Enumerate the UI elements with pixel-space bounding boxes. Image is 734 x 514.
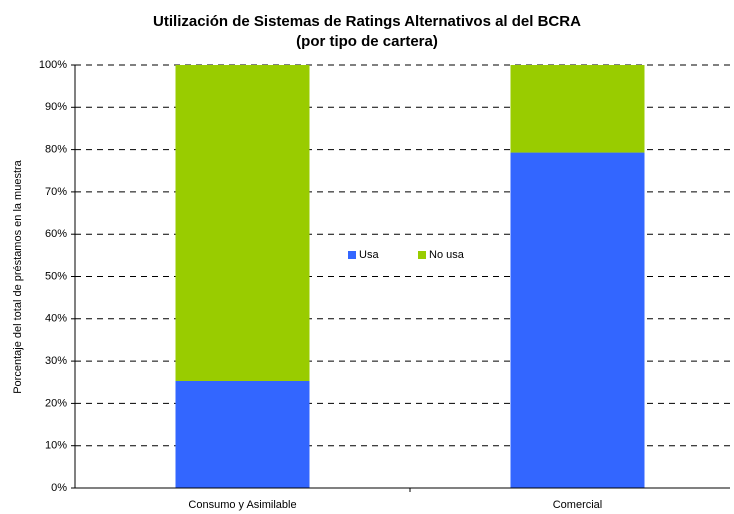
- y-tick-label: 0%: [51, 482, 67, 494]
- legend-label: Usa: [359, 249, 379, 261]
- y-tick-label: 90%: [45, 101, 67, 113]
- bar-segment: [175, 65, 310, 381]
- y-tick-label: 100%: [39, 59, 67, 71]
- bar-segment: [175, 380, 310, 488]
- x-tick-label: Comercial: [553, 499, 603, 511]
- y-tick-label: 50%: [45, 270, 67, 282]
- legend-swatch: [418, 251, 426, 259]
- chart-title: Utilización de Sistemas de Ratings Alter…: [153, 13, 581, 30]
- y-tick-label: 30%: [45, 355, 67, 367]
- legend-label: No usa: [429, 249, 465, 261]
- y-tick-label: 40%: [45, 313, 67, 325]
- bar-segment: [510, 152, 645, 488]
- x-tick-label: Consumo y Asimilable: [188, 499, 296, 511]
- bar-segment: [510, 65, 645, 153]
- y-tick-label: 70%: [45, 186, 67, 198]
- chart-subtitle: (por tipo de cartera): [296, 33, 438, 50]
- y-tick-label: 20%: [45, 397, 67, 409]
- y-tick-label: 10%: [45, 440, 67, 452]
- y-axis-label: Porcentaje del total de préstamos en la …: [12, 159, 24, 393]
- y-tick-label: 80%: [45, 144, 67, 156]
- y-tick-label: 60%: [45, 228, 67, 240]
- legend-swatch: [348, 251, 356, 259]
